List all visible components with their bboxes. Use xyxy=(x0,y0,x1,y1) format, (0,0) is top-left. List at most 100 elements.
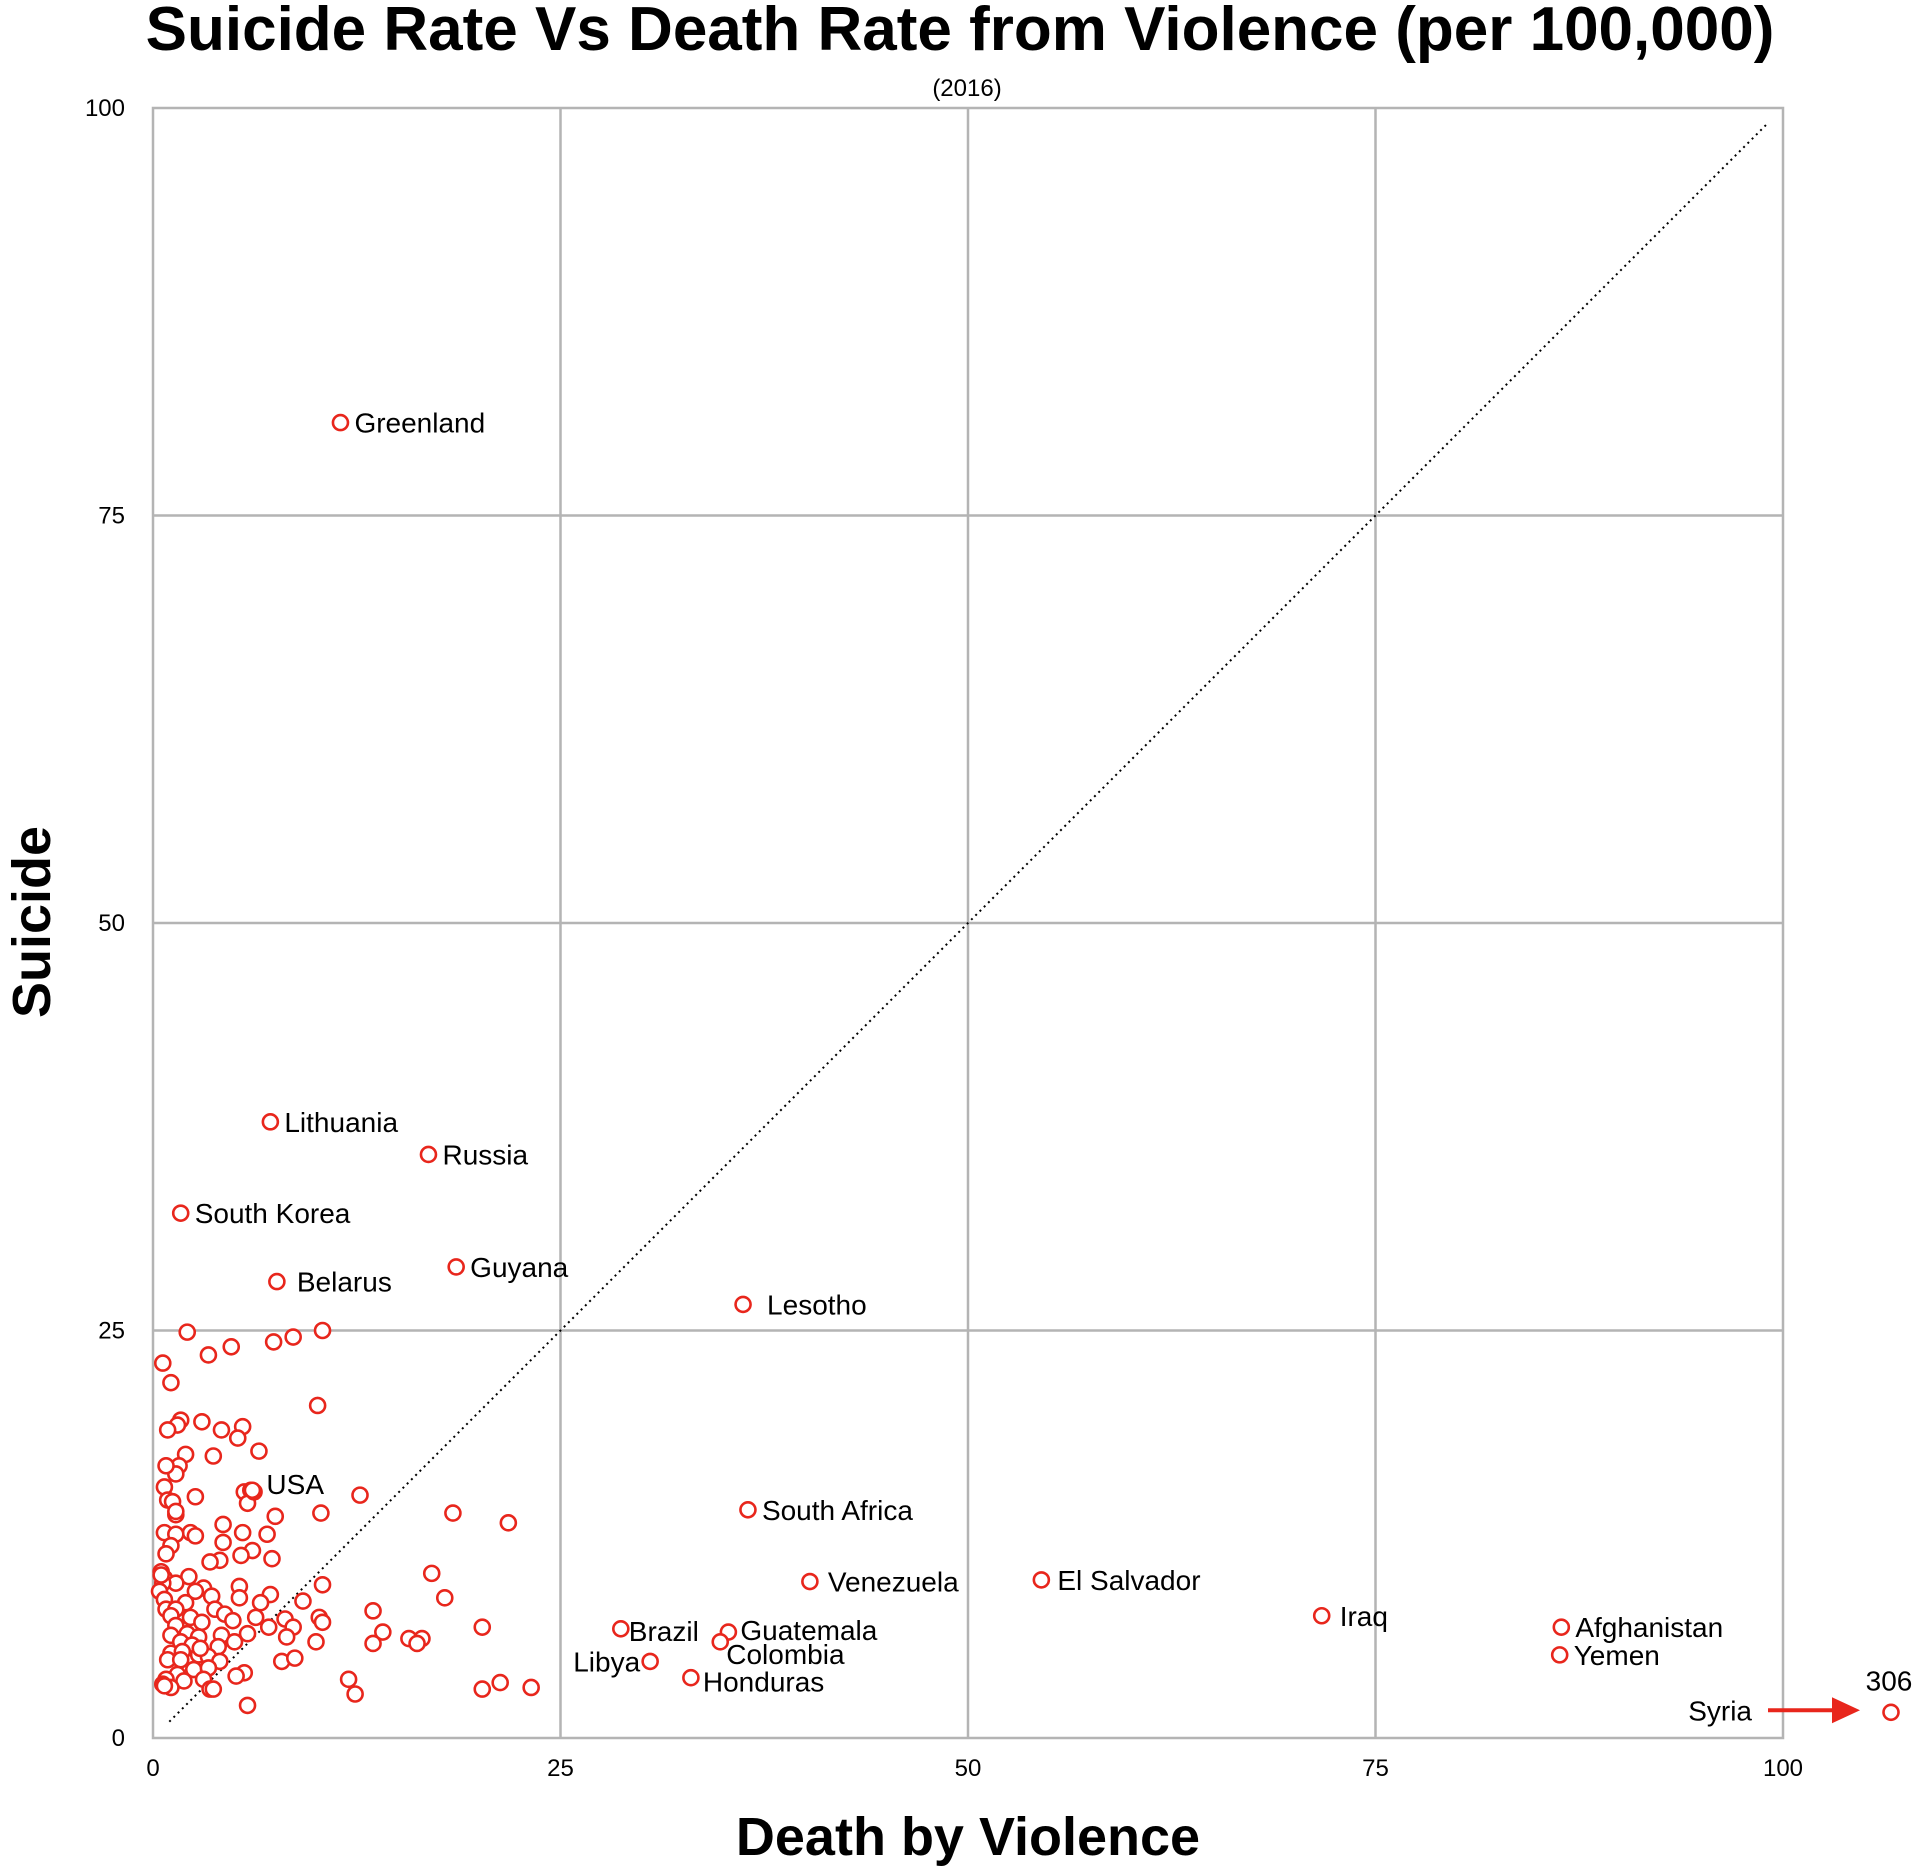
data-point xyxy=(178,1323,197,1341)
data-point xyxy=(199,1346,218,1364)
data-point xyxy=(186,1487,205,1506)
data-point xyxy=(473,1680,492,1698)
data-point xyxy=(152,1566,170,1584)
data-point xyxy=(228,1429,247,1447)
data-point xyxy=(346,1685,364,1703)
data-point xyxy=(473,1618,492,1636)
point-label-el-salvador: El Salvador xyxy=(1057,1565,1200,1596)
y-axis-ticks: 0 25 50 75 100 xyxy=(85,95,125,1752)
data-point xyxy=(214,1533,232,1552)
point-label-belarus: Belarus xyxy=(297,1267,392,1298)
data-point xyxy=(232,1546,250,1565)
data-point xyxy=(259,1618,278,1636)
data-point xyxy=(294,1592,312,1610)
data-point xyxy=(191,1639,210,1658)
data-point xyxy=(308,1396,327,1415)
data-point xyxy=(263,1549,281,1568)
data-point-yemen xyxy=(1550,1646,1569,1664)
plot-frame xyxy=(151,106,1785,1740)
chart-subtitle: (2016) xyxy=(932,75,1001,102)
point-label-guyana: Guyana xyxy=(470,1252,568,1283)
data-point-belarus xyxy=(268,1272,286,1291)
data-point xyxy=(284,1328,302,1346)
point-labels: Greenland Lithuania Russia South Korea Belar… xyxy=(195,408,1724,1698)
data-point xyxy=(307,1633,325,1651)
data-point-south-africa xyxy=(739,1501,757,1519)
data-point xyxy=(227,1667,245,1685)
data-point xyxy=(167,1502,185,1521)
data-point-libya xyxy=(641,1652,659,1671)
data-point xyxy=(408,1634,426,1653)
point-label-lesotho: Lesotho xyxy=(767,1289,867,1320)
data-point xyxy=(444,1504,462,1522)
data-point xyxy=(186,1582,205,1601)
data-point-usa xyxy=(243,1481,262,1500)
data-point xyxy=(186,1527,205,1545)
data-point xyxy=(422,1564,441,1583)
data-point-russia xyxy=(419,1145,438,1164)
data-point-lesotho xyxy=(734,1295,752,1314)
data-point xyxy=(204,1447,223,1465)
point-label-libya: Libya xyxy=(573,1646,640,1677)
reference-diagonal-line xyxy=(168,123,1768,1723)
point-label-usa: USA xyxy=(266,1469,324,1500)
offscale-value-label: 306 xyxy=(1866,1665,1913,1696)
data-point xyxy=(246,1608,265,1627)
data-point xyxy=(158,1421,177,1439)
point-label-guatemala: Guatemala xyxy=(740,1615,877,1646)
data-point xyxy=(171,1650,190,1669)
data-point xyxy=(162,1373,180,1392)
point-label-colombia: Colombia xyxy=(726,1639,845,1670)
data-point xyxy=(339,1670,358,1689)
y-tick-label: 0 xyxy=(112,1725,125,1752)
data-point xyxy=(230,1589,249,1607)
data-point xyxy=(258,1525,276,1544)
data-point xyxy=(264,1333,283,1351)
y-tick-label: 50 xyxy=(98,910,125,937)
x-axis-title: Death by Violence xyxy=(736,1807,1200,1867)
point-label-iraq: Iraq xyxy=(1340,1601,1388,1632)
data-point xyxy=(286,1649,304,1667)
y-axis-title: Suicide xyxy=(2,826,62,1018)
x-tick-label: 25 xyxy=(547,1755,574,1782)
data-point xyxy=(313,1613,332,1632)
data-point xyxy=(499,1514,518,1532)
data-point xyxy=(193,1613,211,1632)
y-tick-label: 75 xyxy=(98,503,125,530)
data-point-guyana xyxy=(447,1258,465,1276)
data-point xyxy=(313,1575,332,1594)
point-label-russia: Russia xyxy=(442,1139,528,1170)
data-point xyxy=(364,1602,382,1620)
data-point xyxy=(312,1504,330,1522)
data-point-syria xyxy=(1882,1703,1900,1722)
data-point xyxy=(250,1442,268,1460)
point-label-brazil: Brazil xyxy=(629,1616,699,1647)
data-point xyxy=(251,1593,270,1612)
data-point xyxy=(238,1624,257,1643)
data-point xyxy=(238,1696,257,1715)
data-point-colombia xyxy=(711,1633,730,1651)
point-label-greenland: Greenland xyxy=(354,408,485,439)
data-point xyxy=(233,1523,252,1542)
data-point xyxy=(374,1623,392,1641)
data-point-venezuela xyxy=(801,1572,819,1591)
data-point-iraq xyxy=(1312,1606,1331,1625)
data-point-honduras xyxy=(682,1668,700,1687)
data-point xyxy=(225,1633,244,1651)
point-label-south-korea: South Korea xyxy=(195,1198,351,1229)
data-point xyxy=(155,1677,174,1695)
data-point xyxy=(224,1611,242,1630)
data-point xyxy=(364,1634,382,1653)
data-point-brazil xyxy=(612,1619,630,1638)
point-label-yemen: Yemen xyxy=(1574,1640,1660,1671)
data-point-greenland xyxy=(331,413,350,432)
point-label-venezuela: Venezuela xyxy=(828,1567,959,1598)
data-point xyxy=(214,1515,232,1534)
data-point xyxy=(193,1412,211,1431)
data-point xyxy=(522,1678,540,1697)
data-point xyxy=(435,1589,454,1607)
data-point xyxy=(212,1421,231,1439)
point-label-syria: Syria xyxy=(1688,1695,1752,1726)
data-point xyxy=(277,1628,296,1646)
y-tick-label: 25 xyxy=(98,1318,125,1345)
